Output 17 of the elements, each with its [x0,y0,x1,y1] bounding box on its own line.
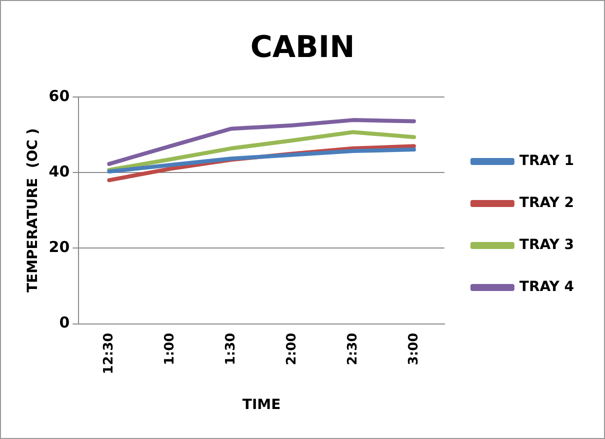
y-tick-label: 0 [59,314,70,332]
x-tick-label: 3:00 [406,332,422,366]
chart-title: CABIN [250,30,355,65]
y-tick-label: 40 [48,162,70,180]
y-tick-label: 20 [48,238,70,256]
legend-label: TRAY 1 [519,153,574,170]
x-tick-label: 2:00 [284,332,300,366]
legend-label: TRAY 3 [519,237,574,254]
legend-label: TRAY 2 [519,195,574,212]
x-axis-title: TIME [242,397,281,414]
y-tick-label: 60 [48,86,70,105]
x-tick-label: 2:30 [345,332,360,366]
x-tick-label: 1:30 [223,332,238,366]
x-tick-label: 12:30 [102,332,117,374]
y-axis-title: TEMPERATURE (OC ) [25,128,42,293]
x-tick-label: 1:00 [162,332,178,366]
legend-label: TRAY 4 [519,279,574,296]
